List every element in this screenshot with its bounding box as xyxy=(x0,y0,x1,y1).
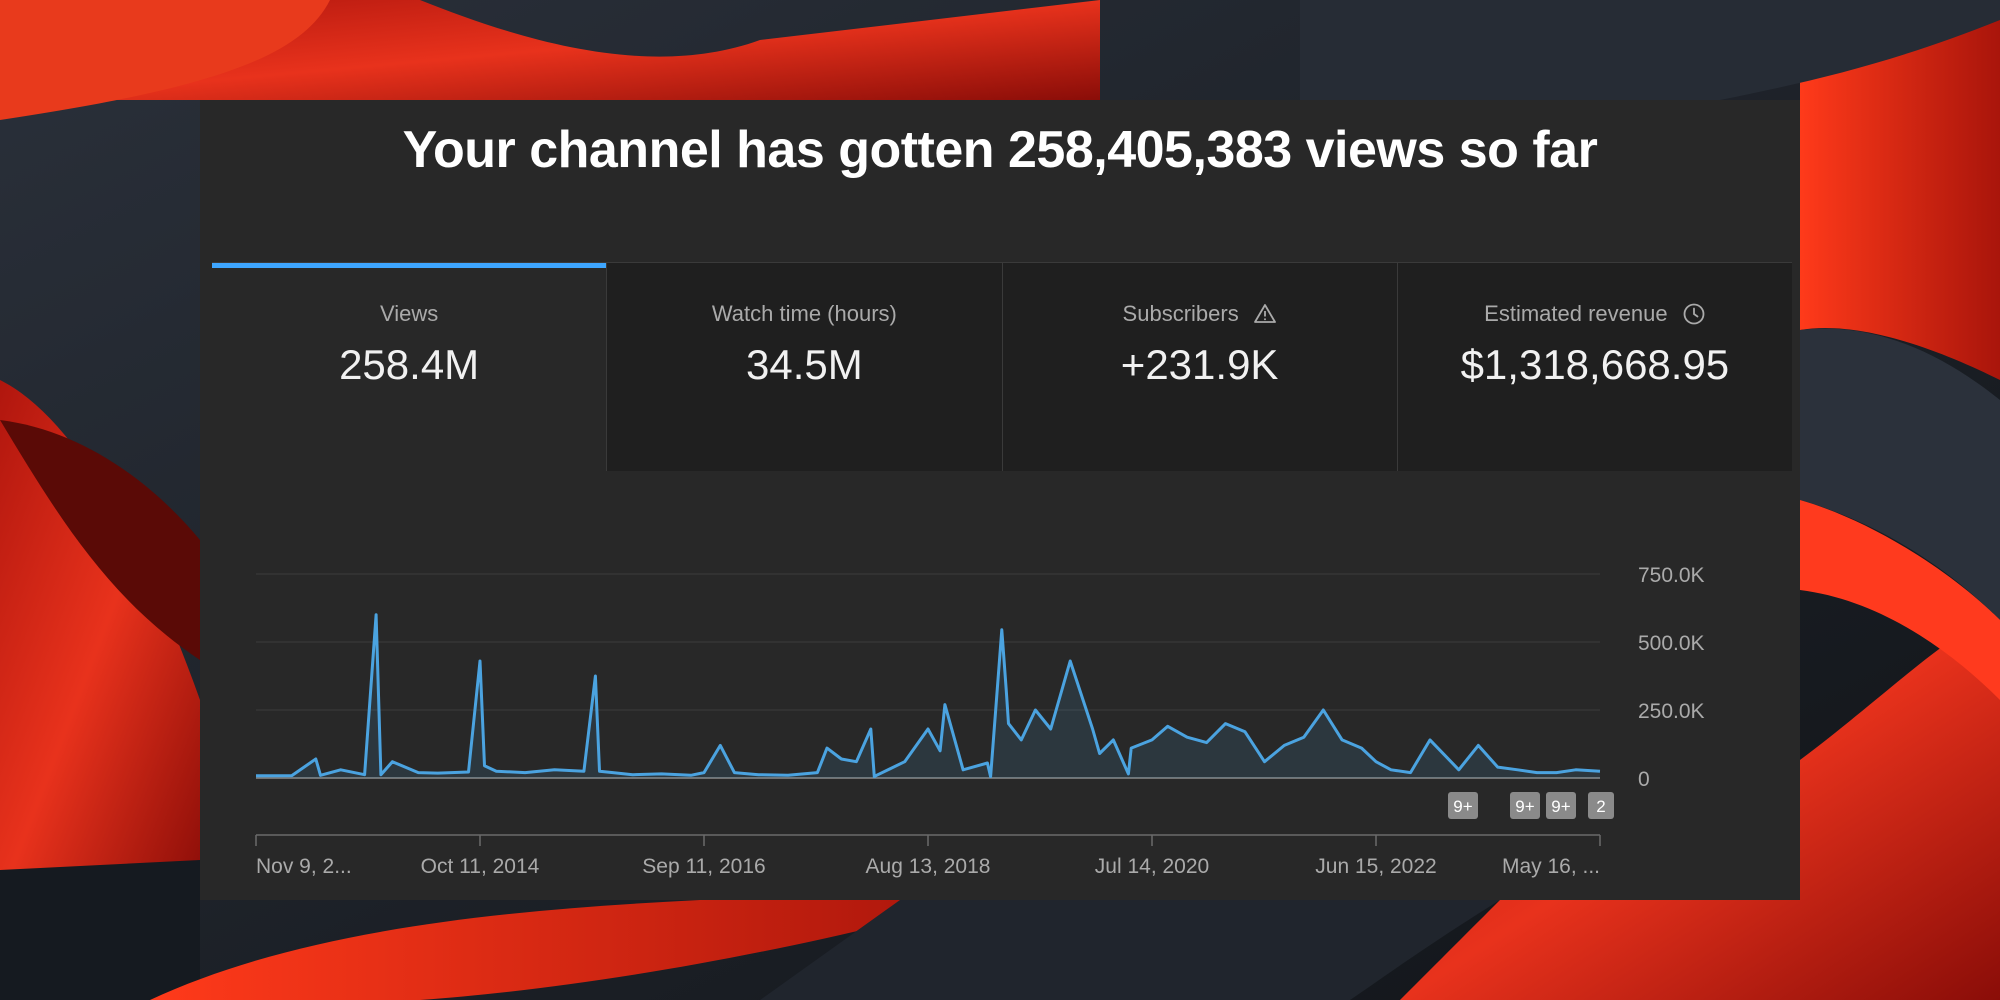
y-tick-label: 500.0K xyxy=(1638,632,1705,655)
warning-icon[interactable] xyxy=(1253,302,1277,326)
annotation-badge[interactable]: 9+ xyxy=(1448,792,1478,819)
y-tick-label: 250.0K xyxy=(1638,700,1705,723)
tab-views-label: Views xyxy=(379,301,439,326)
tab-subscribers-value: +231.9K xyxy=(1120,341,1279,388)
tab-watch-time[interactable]: Watch time (hours) 34.5M xyxy=(606,263,1002,471)
analytics-panel: Your channel has gotten 258,405,383 view… xyxy=(200,100,1800,900)
annotation-badge[interactable]: 2 xyxy=(1588,792,1614,819)
x-tick-label: Aug 13, 2018 xyxy=(866,855,991,878)
series-line-views xyxy=(255,613,1601,779)
tab-revenue-label: Estimated revenue xyxy=(1484,301,1668,326)
x-tick-label: May 16, ... xyxy=(1502,855,1600,878)
tab-watch-time-value: 34.5M xyxy=(746,341,863,388)
x-tick-label: Oct 11, 2014 xyxy=(421,855,540,878)
tab-views[interactable]: Views 258.4M xyxy=(212,263,607,471)
badge-label: 9+ xyxy=(1551,797,1570,816)
badge-label: 2 xyxy=(1596,797,1605,816)
badge-label: 9+ xyxy=(1453,797,1472,816)
tab-revenue-value: $1,318,668.95 xyxy=(1460,341,1730,388)
badge-label: 9+ xyxy=(1515,797,1534,816)
tab-estimated-revenue[interactable]: Estimated revenue $1,318,668.95 xyxy=(1396,263,1792,471)
headline: Your channel has gotten 258,405,383 view… xyxy=(402,121,1598,179)
badge-background xyxy=(1546,792,1576,819)
badge-background xyxy=(1448,792,1478,819)
series-area xyxy=(256,614,1600,778)
x-tick-label: Jul 14, 2020 xyxy=(1095,855,1209,878)
metric-tabs: Views 258.4M Watch time (hours) 34.5M Su… xyxy=(212,262,1792,471)
badge-background xyxy=(1510,792,1540,819)
tab-watch-time-label: Watch time (hours) xyxy=(711,301,897,326)
y-tick-label: 750.0K xyxy=(1638,564,1705,587)
annotation-badge[interactable]: 9+ xyxy=(1510,792,1540,819)
x-tick-label: Jun 15, 2022 xyxy=(1315,855,1436,878)
y-tick-label: 0 xyxy=(1638,768,1650,791)
x-tick-label: Sep 11, 2016 xyxy=(642,855,765,878)
x-tick-label: Nov 9, 2... xyxy=(256,855,352,878)
tab-subscribers[interactable]: Subscribers +231.9K xyxy=(1001,263,1397,471)
annotation-badge[interactable]: 9+ xyxy=(1546,792,1576,819)
tab-subscribers-label: Subscribers xyxy=(1122,301,1239,326)
views-line-chart: 750.0K 500.0K 250.0K 0 9+ 9+ 9+ 2 Nov 9, 2... Oct… xyxy=(255,564,1705,878)
badge-background xyxy=(1588,792,1614,819)
tab-views-value: 258.4M xyxy=(339,341,480,388)
clock-icon[interactable] xyxy=(1682,302,1706,326)
